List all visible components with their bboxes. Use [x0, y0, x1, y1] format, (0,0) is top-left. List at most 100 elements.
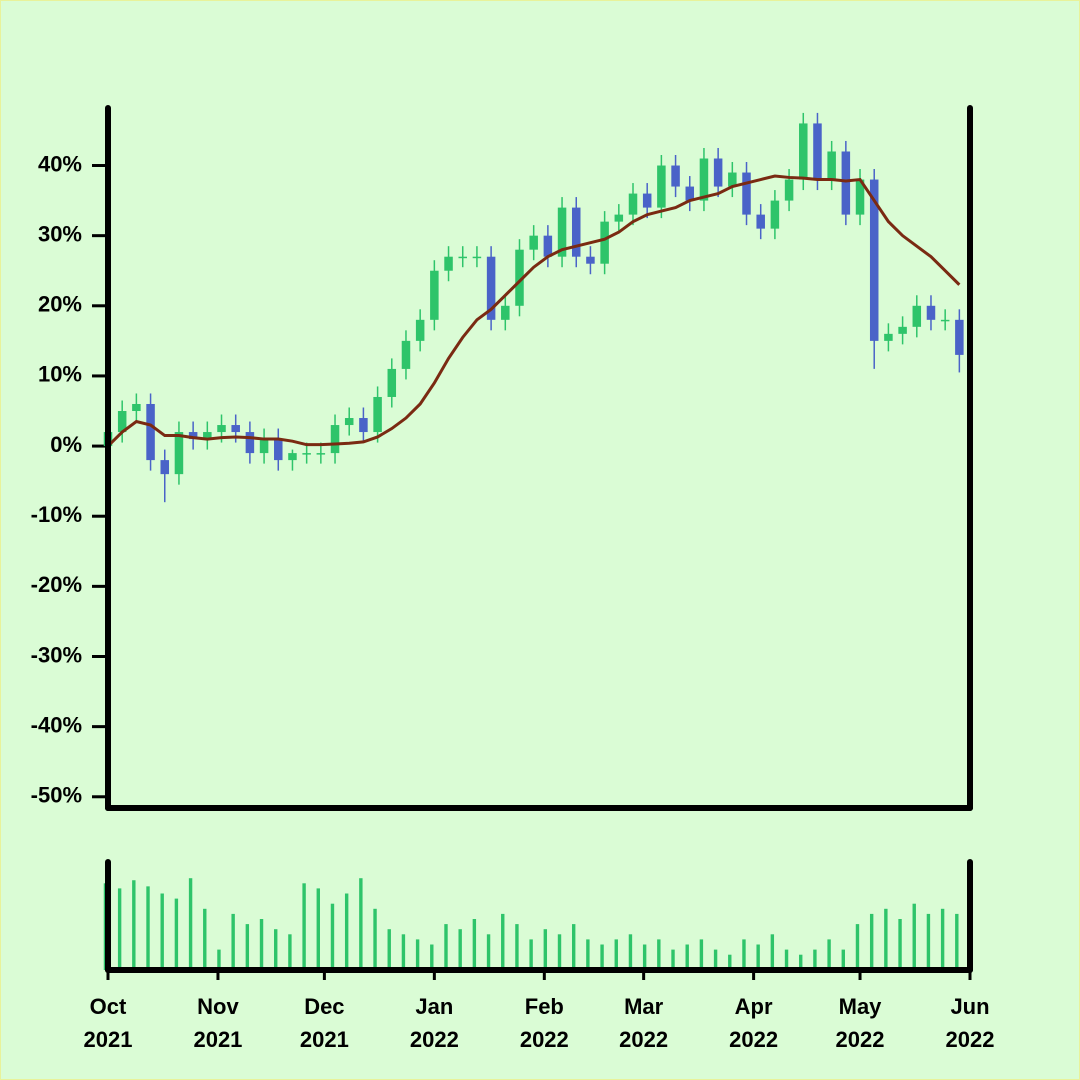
volume-bar — [217, 949, 221, 970]
volume-bar — [657, 939, 661, 970]
candle-body — [600, 221, 609, 264]
candle-body — [841, 151, 851, 215]
candle-body — [486, 256, 496, 320]
candle-body — [160, 460, 170, 475]
candle-body — [217, 425, 226, 433]
volume-bar — [274, 929, 278, 970]
volume-bar — [685, 944, 689, 970]
candle-body — [869, 179, 879, 341]
x-tick-label: May 2022 — [835, 994, 885, 1052]
candle-body — [501, 305, 510, 320]
volume-bar — [117, 888, 122, 970]
volume-bar — [756, 944, 760, 970]
y-tick-label: -10% — [31, 502, 82, 527]
candle-body — [557, 207, 567, 257]
candle-body — [472, 256, 482, 259]
candle-body — [571, 207, 581, 257]
volume-bar — [912, 903, 916, 970]
volume-bar — [543, 929, 548, 970]
candle-body — [387, 368, 397, 397]
candle-body — [188, 432, 198, 440]
candle-body — [415, 319, 425, 341]
candle-body — [742, 172, 751, 215]
volume-bar — [316, 888, 320, 970]
volume-bar — [458, 929, 462, 970]
candle-body — [146, 403, 155, 461]
candle-body — [174, 432, 184, 475]
volume-bar — [586, 939, 590, 970]
volume-bar — [188, 878, 193, 970]
y-tick-label: 30% — [38, 221, 82, 246]
candle-body — [699, 158, 709, 201]
volume-bar — [869, 913, 874, 970]
volume-bar — [713, 949, 718, 970]
volume-bar — [728, 954, 732, 970]
volume-bar — [203, 908, 207, 970]
candle-body — [728, 172, 737, 187]
candle-body — [657, 165, 666, 208]
y-tick-label: -20% — [31, 572, 82, 597]
candle-body — [884, 333, 893, 341]
volume-bar — [671, 949, 675, 970]
moving-average — [106, 174, 961, 448]
candle-body — [132, 403, 141, 412]
y-tick-label: -30% — [31, 642, 82, 667]
y-tick-label: 40% — [38, 151, 82, 176]
volume-bar — [472, 919, 477, 970]
volume-bar — [940, 908, 945, 970]
candle-body — [940, 319, 950, 322]
x-tick-label: Dec 2021 — [299, 994, 349, 1052]
candle-body — [784, 179, 794, 201]
x-tick-label: Nov 2021 — [193, 994, 243, 1052]
volume-bar — [160, 893, 164, 970]
candle-body — [316, 453, 326, 455]
volume-bar — [529, 939, 533, 970]
candle-body — [543, 235, 553, 257]
volume-bar — [259, 919, 264, 970]
y-tick-label: -40% — [31, 712, 82, 737]
volume-bar — [898, 919, 902, 970]
volume-bar — [146, 886, 150, 970]
candle-body — [430, 270, 439, 320]
candle-body — [926, 305, 936, 320]
candle-body — [799, 123, 808, 180]
volume-bar — [955, 913, 959, 970]
candle-body — [898, 326, 907, 334]
candle-body — [713, 158, 723, 187]
volume-bar — [501, 913, 505, 970]
candle-body — [401, 340, 411, 369]
volume-bar — [401, 934, 406, 970]
candle-body — [444, 256, 453, 271]
candle-body — [231, 425, 240, 433]
y-tick-label: 20% — [38, 292, 82, 317]
volume-bar — [784, 949, 789, 970]
candle-body — [770, 200, 780, 229]
volume-bar — [557, 934, 562, 970]
y-tick-label: 0% — [50, 432, 82, 457]
candle-body — [642, 193, 652, 208]
candle-body — [827, 151, 836, 180]
candle-body — [458, 256, 467, 259]
volume-bar — [614, 939, 618, 970]
candle-body — [373, 396, 382, 433]
volume-bar — [855, 924, 860, 970]
candle-body — [203, 432, 212, 440]
candle-body — [685, 186, 695, 201]
candle-body — [614, 214, 624, 222]
volume-bar — [926, 913, 931, 970]
volume-bar — [231, 913, 235, 970]
candle-body — [330, 425, 340, 454]
x-tick-label: Feb 2022 — [519, 994, 569, 1052]
candle-body — [855, 179, 865, 215]
candle-body — [912, 305, 922, 327]
volume-bar — [387, 929, 391, 970]
volume-bar — [486, 934, 491, 970]
volume-bar — [884, 908, 888, 970]
candle-body — [274, 439, 283, 461]
volume-bar — [302, 883, 306, 970]
volume-bar — [628, 934, 633, 970]
volume-bar — [799, 954, 803, 970]
volume-bar — [359, 878, 363, 970]
candle-body — [359, 418, 368, 433]
